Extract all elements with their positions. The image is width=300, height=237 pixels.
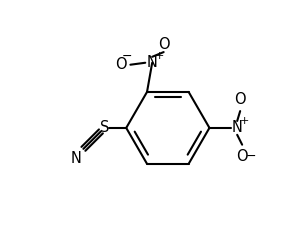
- Text: O: O: [158, 37, 170, 52]
- Text: −: −: [122, 50, 133, 63]
- Text: O: O: [236, 149, 248, 164]
- Text: O: O: [115, 57, 126, 72]
- Text: N: N: [147, 55, 158, 70]
- Text: O: O: [234, 92, 246, 107]
- Text: S: S: [100, 120, 109, 135]
- Text: +: +: [239, 116, 249, 126]
- Text: +: +: [154, 51, 164, 61]
- Text: N: N: [70, 151, 81, 166]
- Text: −: −: [246, 150, 256, 163]
- Text: N: N: [232, 120, 243, 135]
